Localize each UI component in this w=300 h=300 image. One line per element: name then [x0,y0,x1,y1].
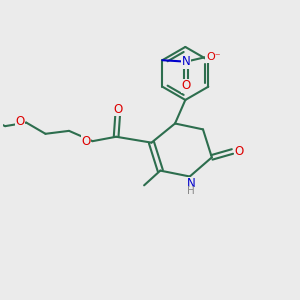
Text: O: O [234,145,244,158]
Text: O: O [15,115,25,128]
Text: O: O [181,79,190,92]
Text: N: N [182,55,190,68]
Text: H: H [187,186,195,196]
Text: O: O [82,135,91,148]
Text: N: N [187,177,196,190]
Text: O⁻: O⁻ [206,52,220,62]
Text: O: O [113,103,122,116]
